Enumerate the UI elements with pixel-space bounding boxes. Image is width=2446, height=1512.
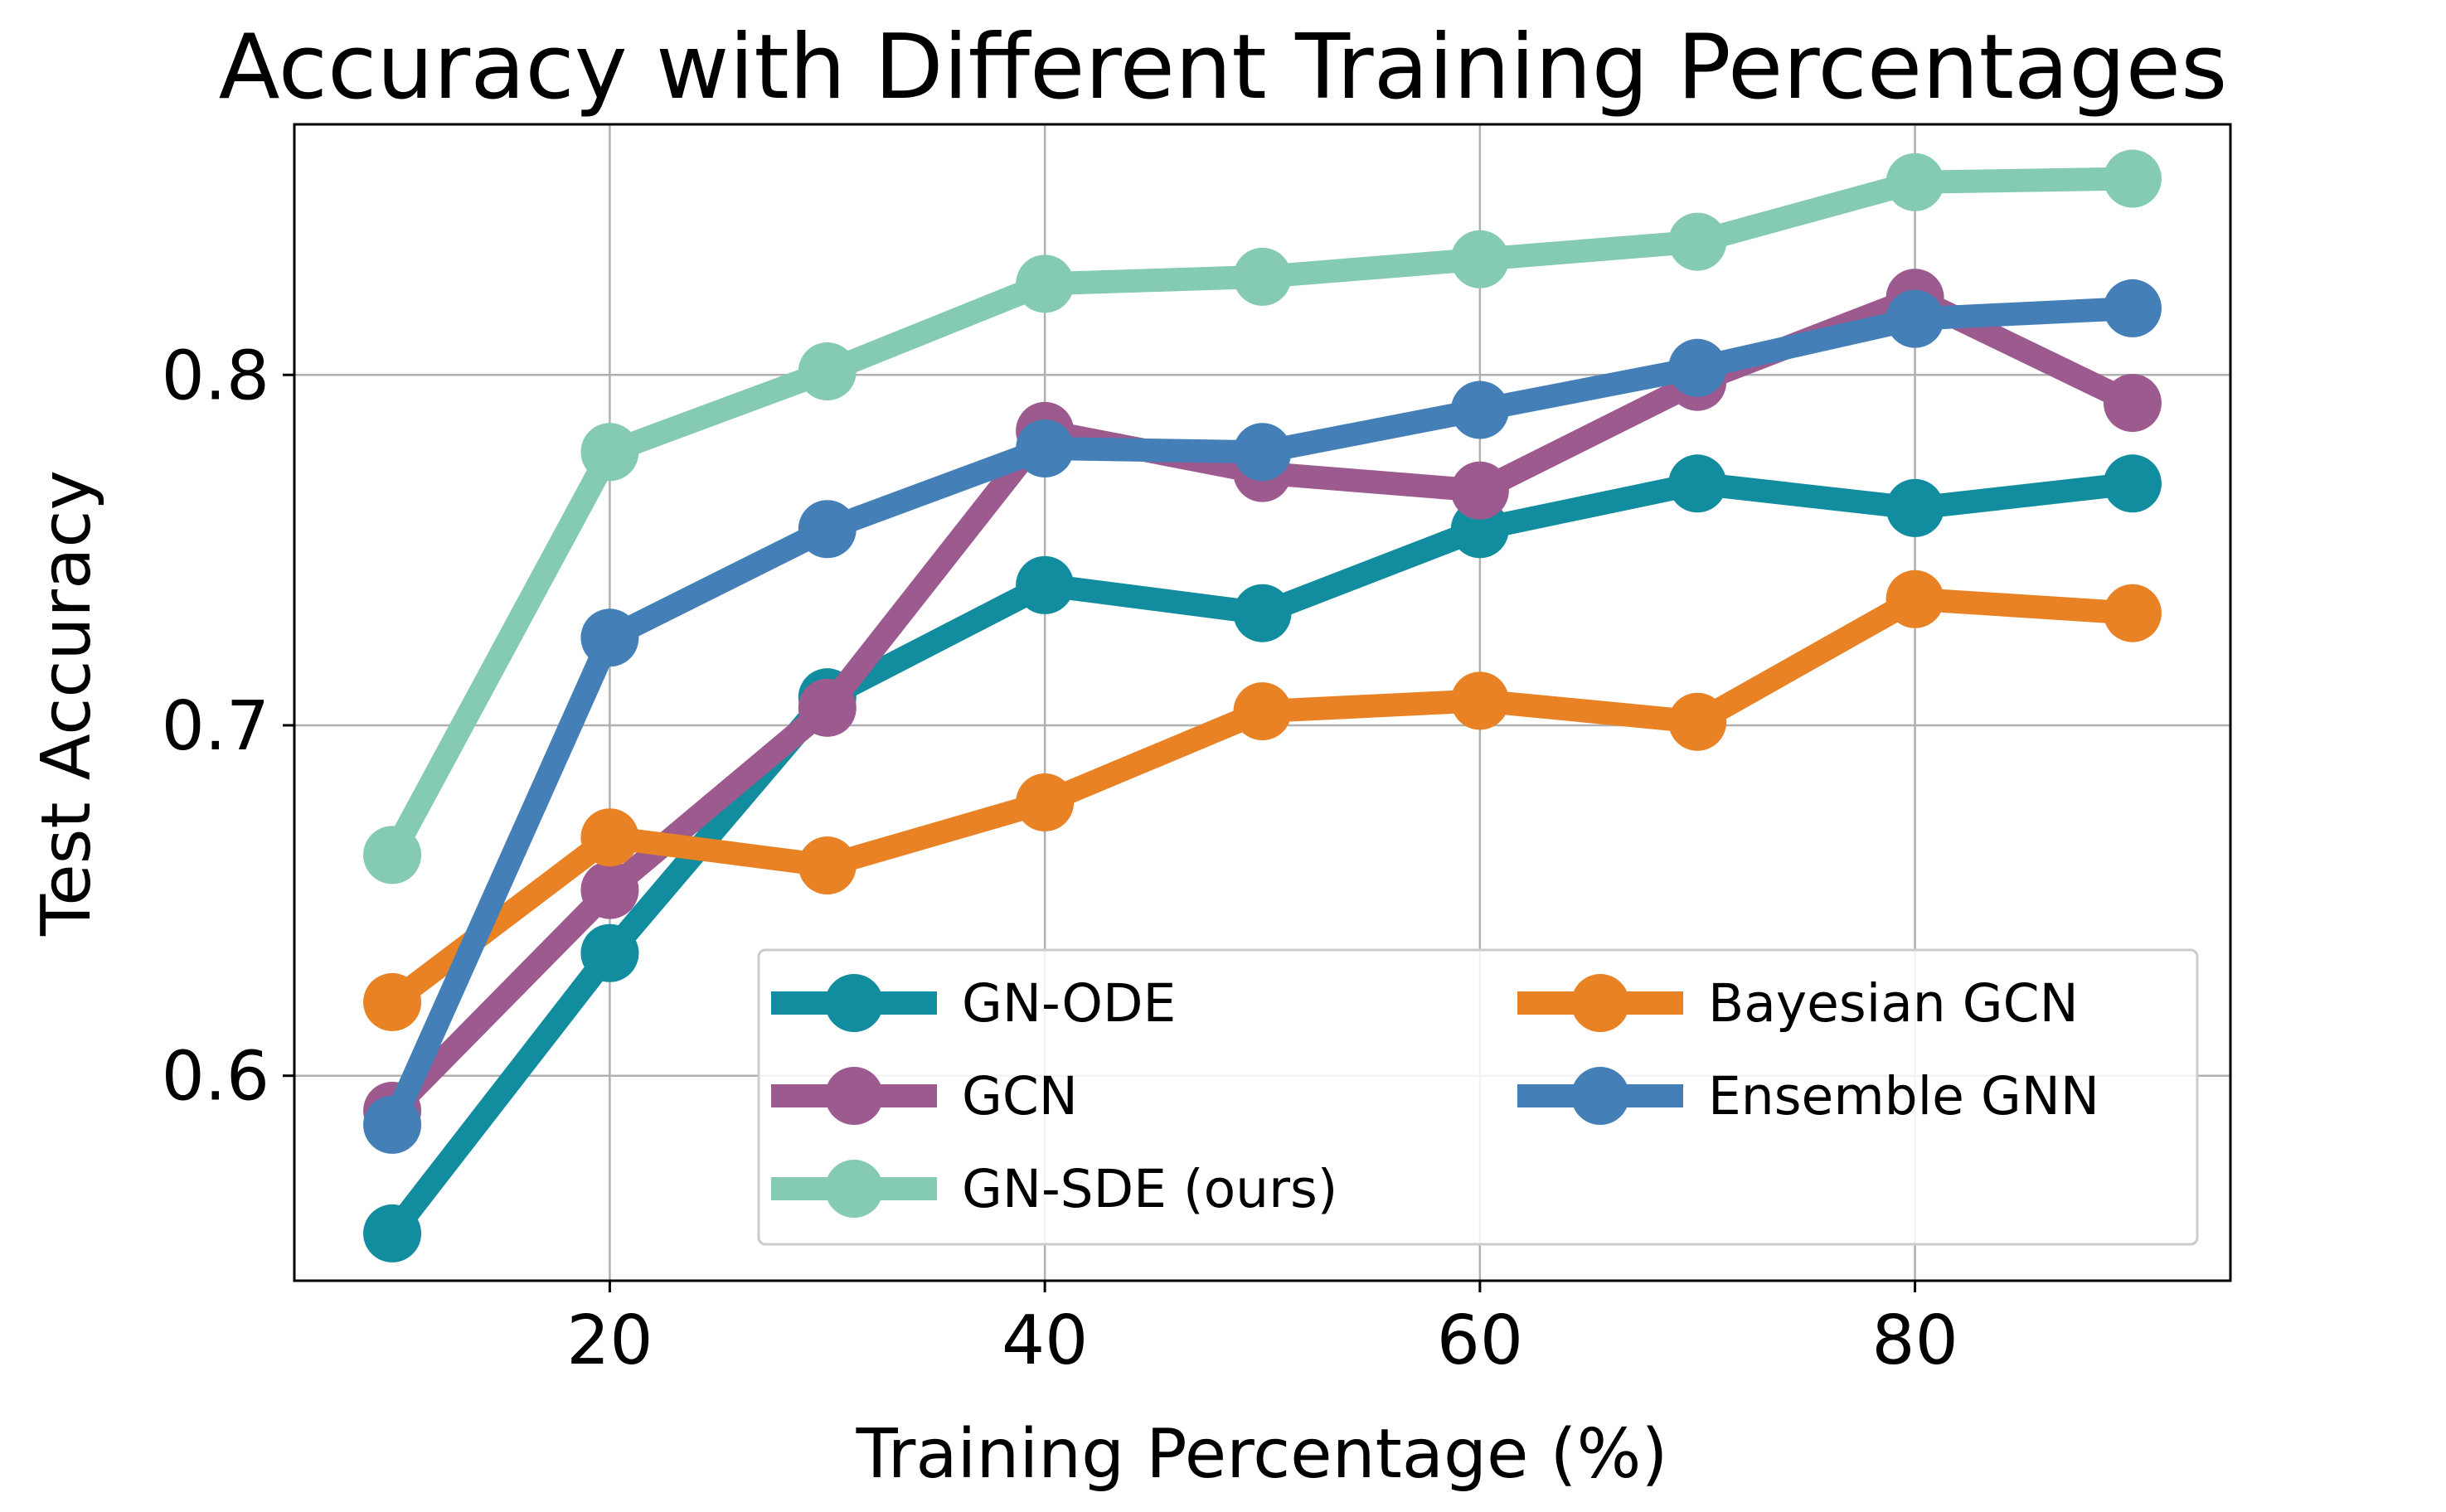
legend-label: Bayesian GCN xyxy=(1708,973,2079,1034)
legend: GN-ODE GCN GN-SDE (ours) Bayesian GCN Ensemb… xyxy=(757,948,2199,1246)
chart-title: Accuracy with Different Training Percent… xyxy=(219,16,2228,119)
data-point xyxy=(580,608,639,667)
data-point xyxy=(1885,569,1944,628)
legend-label: GN-ODE xyxy=(962,973,1176,1034)
data-point xyxy=(580,860,639,919)
data-point xyxy=(580,808,639,867)
data-point xyxy=(1016,773,1075,831)
data-point xyxy=(2103,279,2162,337)
data-point xyxy=(798,500,857,559)
plot-frame xyxy=(293,123,2232,1282)
legend-item: Ensemble GNN xyxy=(1517,1066,2099,1127)
data-point xyxy=(1668,692,1727,751)
y-tick-label: 0.6 xyxy=(162,1038,269,1117)
data-point xyxy=(2103,374,2162,433)
legend-marker xyxy=(1571,974,1629,1032)
x-axis-label: Training Percentage (%) xyxy=(856,1415,1668,1494)
data-point xyxy=(1450,671,1509,730)
data-point xyxy=(1668,338,1727,397)
data-point xyxy=(2103,584,2162,642)
legend-marker xyxy=(825,974,883,1032)
data-point xyxy=(1233,682,1292,741)
series-gn-sde-ours xyxy=(363,149,2162,884)
legend-marker xyxy=(825,1160,883,1218)
legend-item: Bayesian GCN xyxy=(1517,973,2079,1034)
legend-item: GCN xyxy=(771,1066,1078,1127)
data-point xyxy=(1450,380,1509,439)
series-bayesian-gcn xyxy=(363,569,2162,1031)
data-point xyxy=(798,678,857,737)
data-point xyxy=(363,1204,422,1262)
legend-item: GN-ODE xyxy=(771,973,1176,1034)
x-tick-label: 80 xyxy=(1871,1301,1958,1380)
x-tick-label: 60 xyxy=(1437,1301,1523,1380)
data-point xyxy=(1016,555,1075,614)
data-point xyxy=(2103,454,2162,513)
legend-label: Ensemble GNN xyxy=(1708,1066,2099,1127)
data-point xyxy=(363,826,422,884)
data-point xyxy=(1016,419,1075,478)
data-point xyxy=(580,923,639,982)
data-point xyxy=(1450,461,1509,520)
data-point xyxy=(798,342,857,401)
data-point xyxy=(1016,254,1075,313)
data-point xyxy=(1668,212,1727,271)
x-tick-label: 20 xyxy=(566,1301,653,1380)
data-point xyxy=(1233,247,1292,306)
data-point xyxy=(363,972,422,1031)
legend-item: GN-SDE (ours) xyxy=(771,1159,1337,1219)
data-point xyxy=(363,1095,422,1154)
legend-label: GCN xyxy=(962,1066,1078,1127)
data-point xyxy=(1885,289,1944,348)
y-axis-label: Test Accuracy xyxy=(27,470,106,937)
y-tick-label: 0.7 xyxy=(162,687,269,766)
x-tick-label: 40 xyxy=(1002,1301,1088,1380)
data-point xyxy=(1885,478,1944,537)
series-ensemble-gnn xyxy=(363,279,2162,1154)
data-point xyxy=(2103,149,2162,208)
data-point xyxy=(1233,423,1292,482)
data-point xyxy=(1668,454,1727,513)
data-point xyxy=(1450,230,1509,288)
data-point xyxy=(580,423,639,482)
axis-ticks: 20 40 60 80 0.6 0.7 0.8 xyxy=(162,337,1958,1380)
series-layer xyxy=(363,149,2162,1262)
legend-marker xyxy=(825,1067,883,1125)
data-point xyxy=(1885,153,1944,211)
data-point xyxy=(798,836,857,895)
legend-marker xyxy=(1571,1067,1629,1125)
legend-box xyxy=(757,948,2199,1246)
legend-label: GN-SDE (ours) xyxy=(962,1159,1337,1219)
data-point xyxy=(1233,584,1292,642)
y-tick-label: 0.8 xyxy=(162,337,269,415)
